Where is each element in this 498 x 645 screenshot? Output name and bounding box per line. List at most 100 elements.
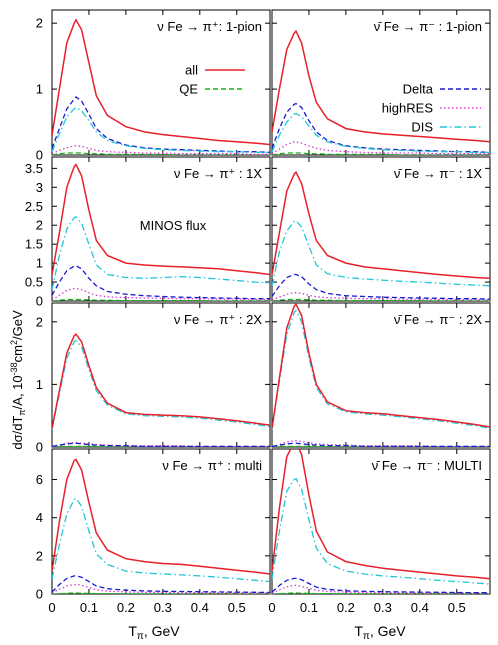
panel-title: ν Fe → π⁺: 1-pion: [157, 19, 262, 34]
series-dis: [52, 106, 270, 154]
y-tick-label: 3: [36, 180, 43, 195]
series-all: [272, 29, 490, 143]
panel-title: ν Fe → π⁺ : 2X: [174, 312, 262, 327]
legend-label-all: all: [185, 63, 198, 78]
x-axis-label-left-sub: π: [137, 631, 144, 642]
y-tick-label: 2.5: [25, 199, 43, 214]
panel-title: ν̄ Fe → π⁻ : MULTI: [372, 458, 482, 473]
x-tick-label: 0.1: [80, 600, 98, 615]
panel-title: ν Fe → π⁺ : 1X: [174, 166, 262, 181]
x-tick-label: 0.1: [300, 600, 318, 615]
y-axis-label-unit-exp: 2: [9, 340, 19, 345]
y-axis-label-sub: π: [17, 409, 27, 415]
series-qe: [272, 298, 490, 301]
legend-label-highres: highRES: [382, 101, 434, 116]
panel-left-3: 0 1 2 ν Fe → π⁺ : 2X: [36, 302, 271, 455]
y-tick-label: 0: [36, 587, 43, 602]
series-qe: [272, 592, 490, 594]
y-tick-label: 1: [36, 82, 43, 97]
series-delta: [272, 273, 490, 300]
x-axis-label-left: Tπ, GeV: [128, 623, 180, 642]
series-qe: [52, 445, 270, 447]
series-lines: [272, 303, 490, 447]
y-tick-label: 2: [36, 218, 43, 233]
series-qe: [52, 298, 270, 301]
panel-frame: [271, 448, 491, 595]
series-highres: [272, 141, 490, 155]
x-tick-label: 0.5: [228, 600, 246, 615]
y-axis-label: dσ/dTπ/A, 10-38cm2/GeV: [9, 310, 27, 450]
x-axis-label-left-tail: , GeV: [144, 623, 180, 639]
y-tick-label: 4: [36, 510, 43, 525]
series-qe: [52, 152, 270, 155]
y-tick-label: 6: [36, 472, 43, 487]
x-tick-label: 0.4: [411, 600, 429, 615]
y-axis-label-unit: cm: [10, 345, 25, 362]
panel-title: ν Fe → π⁺ : multi: [162, 458, 262, 473]
panel-right-2: ν̄ Fe → π⁻ : 1X: [271, 156, 491, 302]
legend-label-qe: QE: [179, 82, 198, 97]
panel-left-1: 0 1 2 ν Fe → π⁺: 1-pion: [36, 9, 271, 163]
y-tick-label: 1.5: [25, 237, 43, 252]
series-delta: [52, 96, 270, 154]
y-tick-label: 2: [36, 314, 43, 329]
series-lines: [52, 458, 270, 594]
series-lines: [272, 170, 490, 301]
panel-right-1: ν̄ Fe → π⁻ : 1-pion: [271, 9, 491, 156]
x-tick-label: 0.3: [374, 600, 392, 615]
series-delta: [272, 577, 490, 594]
series-all: [52, 458, 270, 575]
panel-frame: [51, 302, 271, 448]
legend-left: all QE: [179, 63, 245, 97]
panel-title: ν̄ Fe → π⁻ : 2X: [394, 312, 482, 327]
y-tick-label: 1: [36, 256, 43, 271]
x-axis-label-right: Tπ, GeV: [354, 623, 406, 642]
series-dis: [272, 309, 490, 430]
series-dis: [272, 219, 490, 287]
x-tick-label: 0.2: [117, 600, 135, 615]
y-tick-label: 3.5: [25, 161, 43, 176]
panel-frame: [271, 302, 491, 448]
series-lines: [52, 18, 270, 155]
series-all: [272, 170, 490, 280]
panel-frame: [271, 9, 491, 156]
panel-frame: [51, 9, 271, 156]
y-axis-label-end: /GeV: [10, 310, 25, 340]
x-axis-label-right-main: T: [354, 623, 363, 639]
panel-left-2: 0 0.5 1 1.5 2 2.5 3 3.5 ν Fe → π⁺ : 1X: [25, 156, 271, 309]
x-tick-label: 0: [268, 600, 275, 615]
x-axis-label-right-sub: π: [363, 631, 370, 642]
series-qe: [272, 152, 490, 155]
panel-frame: [51, 448, 271, 595]
minos-note: MINOS flux: [140, 218, 207, 233]
series-all: [52, 333, 270, 429]
y-tick-label: 0: [36, 294, 43, 309]
panels: 0 1 2 ν Fe → π⁺: 1-pion ν̄ Fe → π⁻ : 1-pion 0…: [25, 9, 491, 615]
x-axis-label-right-tail: , GeV: [370, 623, 406, 639]
series-all: [52, 163, 270, 276]
series-all: [52, 18, 270, 146]
panel-frame: [51, 156, 271, 302]
series-dis: [272, 112, 490, 154]
x-tick-label: 0.4: [191, 600, 209, 615]
y-axis-label-tail: /A, 10: [10, 375, 25, 409]
y-tick-label: 1: [36, 377, 43, 392]
y-axis-label-exp: -38: [9, 362, 19, 375]
series-qe: [272, 445, 490, 447]
series-dis: [52, 497, 270, 583]
y-tick-label: 2: [36, 548, 43, 563]
series-qe: [52, 592, 270, 594]
series-lines: [52, 333, 270, 447]
panel-left-4: 0 0.1 0.2 0.3 0.4 0.5 0 2 4 6 ν Fe → π⁺ : multi: [36, 448, 271, 615]
series-lines: [52, 163, 270, 301]
panel-title: ν̄ Fe → π⁻ : 1-pion: [374, 19, 482, 34]
legend-right: Delta highRES DIS: [382, 82, 481, 135]
series-all: [272, 449, 490, 580]
series-lines: [272, 449, 490, 594]
x-tick-label: 0: [48, 600, 55, 615]
panel-title: ν̄ Fe → π⁻ : 1X: [394, 166, 482, 181]
series-dis: [272, 477, 490, 585]
y-axis-label-main: dσ/dT: [10, 416, 25, 450]
x-tick-label: 0.3: [154, 600, 172, 615]
